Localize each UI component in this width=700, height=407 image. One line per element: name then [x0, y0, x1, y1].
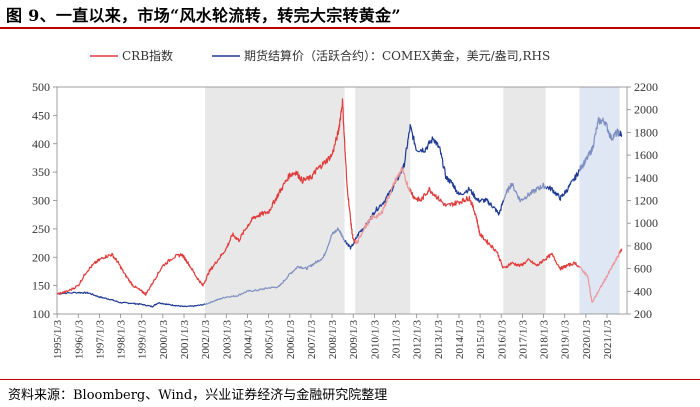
right-tick-label: 1200: [634, 194, 658, 208]
x-tick-label: 2020/1/3: [581, 320, 593, 360]
x-tick-label: 2003/1/3: [221, 320, 233, 360]
highlight-period-2: [355, 87, 411, 314]
x-tick-label: 2017/1/3: [517, 320, 529, 360]
x-tick-label: 2012/1/3: [412, 320, 424, 360]
x-tick-label: 2013/1/3: [433, 320, 445, 360]
left-tick-label: 300: [32, 194, 50, 208]
x-tick-label: 1998/1/3: [116, 320, 128, 360]
chart-title: 图 9、一直以来，市场“风水轮流转，转完大宗转黄金”: [6, 6, 401, 25]
right-tick-label: 400: [634, 284, 652, 298]
series-2-line-segment: [579, 117, 621, 172]
right-tick-label: 600: [634, 262, 652, 276]
series-2-line-segment: [619, 130, 623, 137]
x-tick-label: 2009/1/3: [348, 320, 360, 360]
series-1-line-segment: [354, 166, 411, 245]
right-tick-label: 800: [634, 239, 652, 253]
chart-axes: 100 150 200 250 300 350 400 450 500 200 400 600 800 1…: [32, 80, 658, 359]
x-tick-label: 2010/1/3: [369, 320, 381, 360]
series-2-line-segment: [56, 291, 206, 308]
right-tick-label: 2000: [634, 103, 658, 117]
series-2-line-segment: [503, 182, 547, 203]
left-tick-label: 100: [32, 307, 50, 321]
x-tick-label: 1996/1/3: [73, 320, 85, 360]
x-tick-label: 2004/1/3: [242, 320, 254, 360]
right-tick-label: 2200: [634, 80, 658, 94]
series-1-line-segment: [578, 250, 621, 303]
x-tick-label: 2008/1/3: [327, 320, 339, 360]
x-tick-label: 2018/1/3: [539, 320, 551, 360]
source-note: 资料来源：Bloomberg、Wind，兴业证券经济与金融研究院整理: [8, 388, 388, 403]
series-2-line-segment: [204, 227, 346, 306]
x-tick-label: 2006/1/3: [285, 320, 297, 360]
series-1-line-segment: [409, 186, 580, 271]
right-tick-label: 1800: [634, 125, 658, 139]
series-1-line-segment: [56, 98, 356, 296]
x-tick-label: 2014/1/3: [454, 320, 466, 360]
highlight-period-3: [503, 87, 546, 314]
chart-area: 100 150 200 250 300 350 400 450 500 200 400 600 800 1…: [32, 48, 658, 359]
left-tick-label: 400: [32, 137, 50, 151]
x-tick-label: 2001/1/3: [179, 320, 191, 360]
right-tick-label: 1600: [634, 148, 658, 162]
left-tick-label: 350: [32, 165, 50, 179]
x-tick-label: 2002/1/3: [200, 320, 212, 360]
x-tick-label: 2011/1/3: [391, 320, 403, 359]
left-tick-label: 200: [32, 250, 50, 264]
title-divider: [0, 27, 700, 29]
legend-gold-label: 期货结算价（活跃合约）：COMEX黄金，美元/盎司,RHS: [244, 48, 550, 63]
x-tick-label: 2000/1/3: [158, 320, 170, 360]
x-tick-label: 2007/1/3: [306, 320, 318, 360]
right-tick-label: 200: [634, 307, 652, 321]
x-tick-label: 2005/1/3: [264, 320, 276, 360]
left-tick-label: 250: [32, 222, 50, 236]
legend-crb-label: CRB指数: [122, 48, 173, 63]
x-tick-label: 1999/1/3: [137, 320, 149, 360]
chart-legend: CRB指数 期货结算价（活跃合约）：COMEX黄金，美元/盎司,RHS: [90, 48, 550, 63]
series-1-line-segment: [619, 248, 623, 254]
series-2-line-segment: [545, 169, 581, 201]
x-tick-label: 2015/1/3: [475, 320, 487, 360]
right-tick-label: 1000: [634, 216, 658, 230]
highlight-period-4: [579, 87, 620, 314]
x-tick-label: 2021/1/3: [602, 320, 614, 360]
x-tick-label: 2016/1/3: [496, 320, 508, 360]
x-tick-label: 1995/1/3: [52, 320, 64, 360]
right-tick-label: 1400: [634, 171, 658, 185]
x-tick-label: 2019/1/3: [560, 320, 572, 360]
chart-lines: [56, 98, 623, 308]
x-tick-label: 1997/1/3: [94, 320, 106, 360]
left-tick-label: 450: [32, 108, 50, 122]
left-tick-label: 150: [32, 279, 50, 293]
source-divider: [0, 379, 700, 380]
left-tick-label: 500: [32, 80, 50, 94]
highlight-shading: [205, 87, 620, 314]
